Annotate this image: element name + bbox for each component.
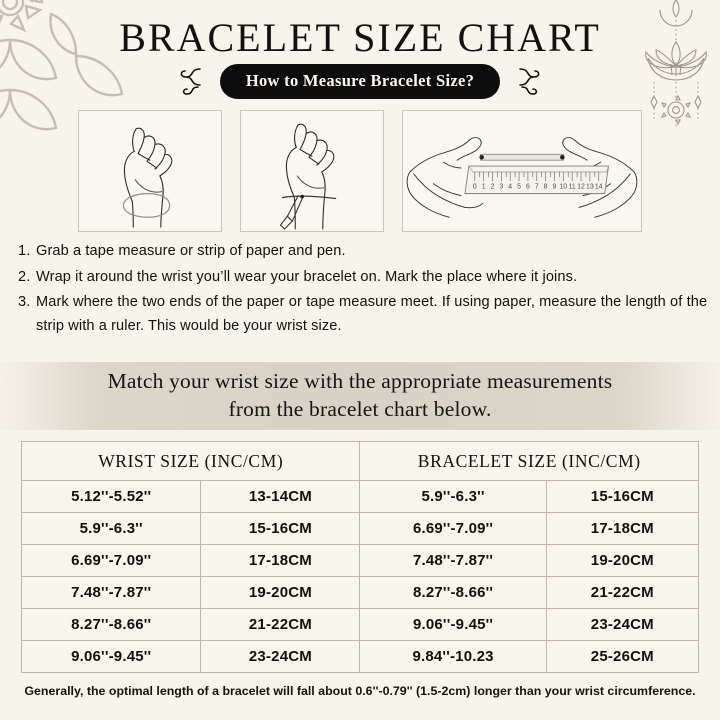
- cell-bracelet-cm: 19-20CM: [545, 544, 700, 577]
- cell-bracelet-cm: 17-18CM: [545, 512, 700, 545]
- banner-text: Match your wrist size with the appropria…: [108, 368, 613, 423]
- svg-text:5: 5: [517, 184, 521, 191]
- subtitle-row: How to Measure Bracelet Size?: [0, 64, 720, 99]
- match-size-banner: Match your wrist size with the appropria…: [0, 362, 720, 430]
- cell-wrist-cm: 13-14CM: [200, 480, 361, 513]
- cell-wrist-cm: 17-18CM: [200, 544, 361, 577]
- cell-bracelet-cm: 21-22CM: [545, 576, 700, 609]
- banner-line-1: Match your wrist size with the appropria…: [107, 369, 613, 394]
- cell-wrist-cm: 23-24CM: [200, 640, 361, 673]
- cell-wrist-inch: 8.27''-8.66'': [20, 608, 202, 641]
- step-item: 1. Grab a tape measure or strip of paper…: [18, 240, 708, 264]
- cell-wrist-inch: 9.06''-9.45'': [20, 640, 202, 673]
- cell-wrist-inch: 6.69''-7.09'': [20, 544, 202, 577]
- measurement-steps: 1. Grab a tape measure or strip of paper…: [18, 240, 708, 341]
- cell-wrist-cm: 19-20CM: [200, 576, 361, 609]
- cell-wrist-inch: 5.9''-6.3'': [20, 512, 202, 545]
- svg-text:12: 12: [577, 184, 585, 191]
- svg-text:8: 8: [544, 184, 548, 191]
- cell-wrist-cm: 15-16CM: [200, 512, 361, 545]
- step-item: 2. Wrap it around the wrist you’ll wear …: [18, 266, 708, 290]
- header-bracelet-size: BRACELET SIZE (INC/CM): [359, 441, 699, 481]
- table-row: 6.69''-7.09'' 17-18CM 7.48''-7.87'' 19-2…: [20, 544, 700, 577]
- table-row: 8.27''-8.66'' 21-22CM 9.06''-9.45'' 23-2…: [20, 608, 700, 641]
- hand-marking-with-pen-icon: [240, 110, 384, 232]
- cell-bracelet-inch: 7.48''-7.87'': [359, 544, 547, 577]
- svg-text:10: 10: [559, 184, 567, 191]
- scroll-flourish-icon: [510, 65, 544, 99]
- cell-wrist-inch: 5.12''-5.52'': [20, 480, 202, 513]
- size-chart-table: WRIST SIZE (INC/CM) BRACELET SIZE (INC/C…: [20, 441, 700, 673]
- svg-text:0: 0: [473, 184, 477, 191]
- svg-text:14: 14: [595, 184, 603, 191]
- page-title: BRACELET SIZE CHART: [119, 15, 601, 60]
- step-text: Mark where the two ends of the paper or …: [36, 294, 708, 334]
- footnote: Generally, the optimal length of a brace…: [24, 684, 696, 698]
- cell-bracelet-inch: 9.06''-9.45'': [359, 608, 547, 641]
- cell-bracelet-inch: 8.27''-8.66'': [359, 576, 547, 609]
- cell-bracelet-cm: 23-24CM: [545, 608, 700, 641]
- cell-bracelet-inch: 5.9''-6.3'': [359, 480, 547, 513]
- step-number: 2.: [18, 268, 31, 285]
- subtitle-pill: How to Measure Bracelet Size?: [219, 64, 501, 99]
- table-row: 5.9''-6.3'' 15-16CM 6.69''-7.09'' 17-18C…: [20, 512, 700, 545]
- table-row: 9.06''-9.45'' 23-24CM 9.84''-10.23 25-26…: [20, 640, 700, 673]
- svg-text:13: 13: [586, 184, 594, 191]
- table-row: 7.48''-7.87'' 19-20CM 8.27''-8.66'' 21-2…: [20, 576, 700, 609]
- svg-text:11: 11: [569, 184, 576, 191]
- svg-text:7: 7: [535, 184, 539, 191]
- svg-text:4: 4: [508, 184, 512, 191]
- header-wrist-size: WRIST SIZE (INC/CM): [20, 441, 361, 481]
- step-number: 3.: [18, 294, 31, 311]
- size-table-wrapper: WRIST SIZE (INC/CM) BRACELET SIZE (INC/C…: [20, 441, 700, 673]
- table-row: 5.12''-5.52'' 13-14CM 5.9''-6.3'' 15-16C…: [20, 480, 700, 513]
- cell-bracelet-cm: 25-26CM: [545, 640, 700, 673]
- scroll-flourish-icon: [176, 65, 210, 99]
- cell-bracelet-cm: 15-16CM: [545, 480, 700, 513]
- cell-wrist-inch: 7.48''-7.87'': [20, 576, 202, 609]
- step-number: 1.: [18, 243, 31, 259]
- svg-text:6: 6: [526, 184, 530, 191]
- svg-text:2: 2: [491, 184, 495, 191]
- cell-bracelet-inch: 9.84''-10.23: [359, 640, 547, 673]
- table-header-row: WRIST SIZE (INC/CM) BRACELET SIZE (INC/C…: [20, 441, 699, 481]
- hand-with-tape-measure-icon: [78, 110, 222, 232]
- svg-text:3: 3: [499, 184, 503, 191]
- step-text: Wrap it around the wrist you’ll wear you…: [36, 268, 578, 285]
- svg-text:9: 9: [553, 184, 557, 191]
- step-text: Grab a tape measure or strip of paper an…: [36, 243, 346, 259]
- step-item: 3. Mark where the two ends of the paper …: [18, 291, 708, 338]
- svg-text:1: 1: [482, 184, 486, 191]
- banner-line-2: from the bracelet chart below.: [228, 397, 492, 421]
- cell-wrist-cm: 21-22CM: [200, 608, 361, 641]
- cell-bracelet-inch: 6.69''-7.09'': [359, 512, 547, 545]
